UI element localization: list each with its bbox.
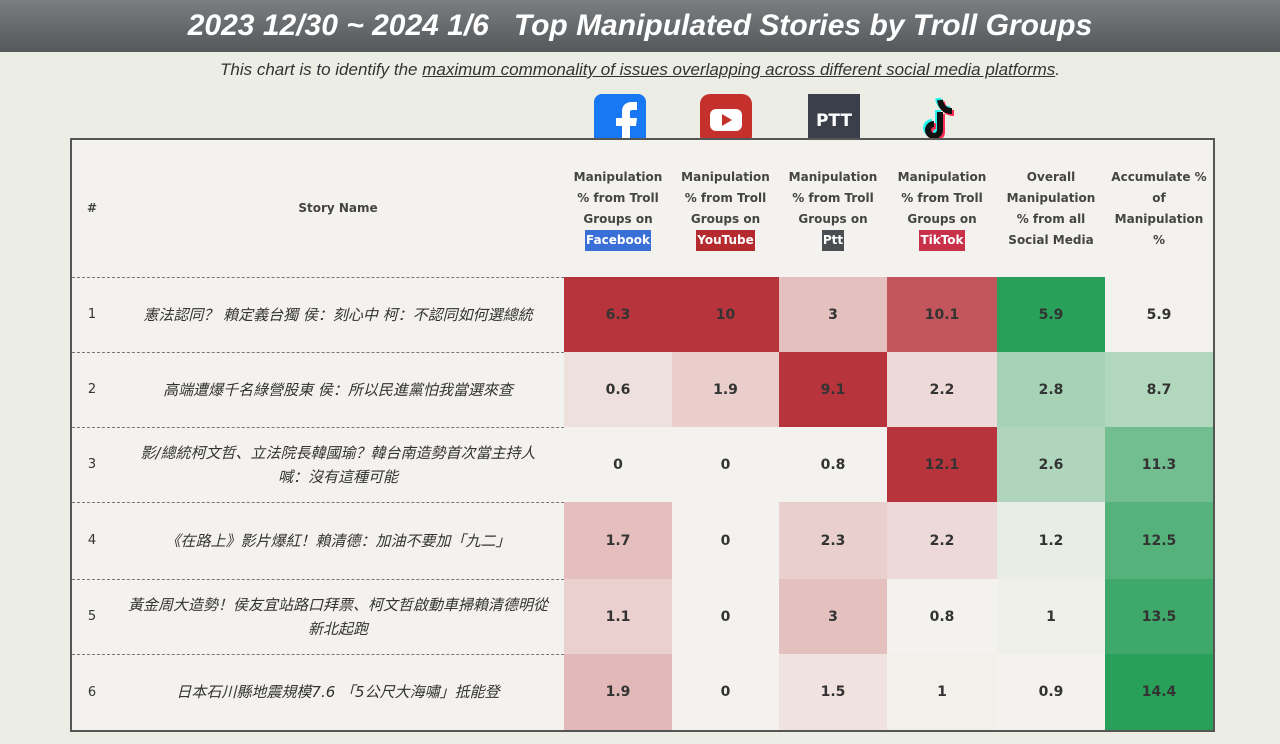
table: # Story Name Manipulation % from Troll Gro… (70, 138, 1215, 732)
column-header: Manipulation % from Troll Groups on TikTo… (887, 140, 997, 277)
title: 2023 12/30 ~ 2024 1/6 Top Manipulated St… (0, 0, 1280, 52)
value-cell: 0 (672, 579, 779, 654)
value-cell: 2.8 (997, 352, 1105, 427)
value-cell: 5.9 (997, 277, 1105, 352)
value-cell: 0.6 (564, 352, 672, 427)
subtitle-text: . (1055, 60, 1060, 79)
value-cell: 12.5 (1105, 502, 1213, 579)
row-number: 6 (87, 684, 97, 700)
subtitle: This chart is to identify the maximum co… (0, 60, 1280, 80)
row-number: 2 (87, 382, 97, 397)
header-label: # (86, 201, 98, 215)
header-label: Overall Manipulation % from all Social M… (1006, 169, 1096, 247)
story-name: 《在路上》影片爆紅！賴清德：加油不要加「九二」 (165, 531, 511, 550)
value-cell: 0 (564, 427, 672, 502)
header-label: Manipulation % from Troll Groups on (573, 169, 663, 226)
platform-tag: Ptt (821, 229, 845, 251)
value-cell: 1 (997, 579, 1105, 654)
value-cell: 1.2 (997, 502, 1105, 579)
platform-tag: Facebook (585, 229, 651, 251)
value-cell: 5.9 (1105, 277, 1213, 352)
value-cell: 10.1 (887, 277, 997, 352)
header-label: Manipulation % from Troll Groups on (788, 169, 878, 226)
value-cell: 10 (672, 277, 779, 352)
value-cell: 1.7 (564, 502, 672, 579)
value-cell: 2.3 (779, 502, 887, 579)
story-name: 黃金周大造勢！侯友宜站路口拜票、柯文哲啟動車掃賴清德明從新北起跑 (127, 595, 548, 638)
value-cell: 12.1 (887, 427, 997, 502)
value-cell: 2.2 (887, 352, 997, 427)
value-cell: 3 (779, 579, 887, 654)
value-cell: 1.9 (564, 654, 672, 730)
value-cell: 0 (672, 654, 779, 730)
value-cell: 1 (887, 654, 997, 730)
value-cell: 1.1 (564, 579, 672, 654)
tiktok-icon (923, 97, 955, 141)
column-header: Overall Manipulation % from all Social M… (997, 140, 1105, 277)
subtitle-underlined: maximum commonality of issues overlappin… (422, 60, 1056, 79)
ptt-logo-text: PTT (816, 111, 852, 131)
value-cell: 11.3 (1105, 427, 1213, 502)
column-header: Story Name (112, 140, 564, 277)
value-cell: 14.4 (1105, 654, 1213, 730)
row-number: 4 (87, 533, 97, 548)
row-number: 1 (87, 307, 97, 322)
youtube-icon (700, 94, 752, 146)
header-label: Story Name (298, 201, 378, 215)
column-header: Manipulation % from Troll Groups on Faceb… (564, 140, 672, 277)
value-cell: 6.3 (564, 277, 672, 352)
subtitle-text: This chart is to identify the (220, 60, 423, 79)
row-number: 3 (87, 457, 97, 472)
value-cell: 8.7 (1105, 352, 1213, 427)
facebook-icon (594, 94, 646, 146)
header-label: Manipulation % from Troll Groups on (897, 169, 987, 226)
value-cell: 3 (779, 277, 887, 352)
column-header: # (72, 140, 112, 277)
header-label: Accumulate % of Manipulation % (1111, 169, 1207, 247)
value-cell: 0.9 (997, 654, 1105, 730)
column-header: Manipulation % from Troll Groups on YouTu… (672, 140, 779, 277)
story-name: 高端遭爆千名綠營股東 侯：所以民進黨怕我當選來查 (163, 380, 513, 399)
value-cell: 13.5 (1105, 579, 1213, 654)
header-label: Manipulation % from Troll Groups on (681, 169, 770, 226)
platform-tag: YouTube (696, 229, 755, 251)
value-cell: 0.8 (779, 427, 887, 502)
ptt-icon: PTT (808, 94, 860, 146)
value-cell: 2.6 (997, 427, 1105, 502)
value-cell: 1.5 (779, 654, 887, 730)
story-name: 憲法認同？ 賴定義台獨 侯：刻心中 柯：不認同如何選總統 (143, 305, 533, 324)
value-cell: 0 (672, 427, 779, 502)
story-name: 日本石川縣地震規模7.6 「5公尺大海嘯」抵能登 (176, 683, 500, 701)
value-cell: 1.9 (672, 352, 779, 427)
row-number: 5 (87, 609, 97, 624)
value-cell: 0 (672, 502, 779, 579)
value-cell: 2.2 (887, 502, 997, 579)
column-header: Manipulation % from Troll Groups on Ptt (779, 140, 887, 277)
column-header: Accumulate % of Manipulation % (1105, 140, 1213, 277)
value-cell: 0.8 (887, 579, 997, 654)
story-name: 影/總統柯文哲、立法院長韓國瑜？韓台南造勢首次當主持人 喊：沒有這種可能 (140, 443, 536, 486)
platform-tag: TikTok (919, 229, 965, 251)
value-cell: 9.1 (779, 352, 887, 427)
